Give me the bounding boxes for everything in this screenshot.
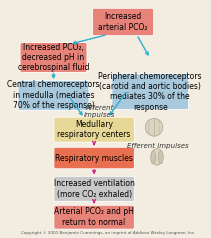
FancyBboxPatch shape bbox=[54, 205, 134, 229]
Ellipse shape bbox=[151, 149, 163, 165]
Text: Peripheral chemoreceptors
(carotid and aortic bodies)
mediates 30% of the
respon: Peripheral chemoreceptors (carotid and a… bbox=[99, 72, 202, 112]
Ellipse shape bbox=[158, 151, 163, 164]
FancyBboxPatch shape bbox=[112, 74, 188, 110]
FancyBboxPatch shape bbox=[93, 8, 154, 36]
FancyBboxPatch shape bbox=[54, 117, 134, 142]
FancyBboxPatch shape bbox=[54, 176, 134, 201]
Text: Increased PCO₂,
decreased pH in
cerebrospinal fluid: Increased PCO₂, decreased pH in cerebros… bbox=[18, 43, 89, 72]
Text: Afferent
impulses: Afferent impulses bbox=[84, 105, 116, 118]
Text: Medullary
respiratory centers: Medullary respiratory centers bbox=[57, 120, 131, 139]
Text: Efferent impulses: Efferent impulses bbox=[127, 143, 189, 149]
Text: Arterial PCO₂ and pH
return to normal: Arterial PCO₂ and pH return to normal bbox=[54, 208, 134, 227]
Text: Increased
arterial PCO₂: Increased arterial PCO₂ bbox=[98, 12, 148, 32]
Text: Copyright © 2001 Benjamin Cummings, an imprint of Addison Wesley Longman, Inc.: Copyright © 2001 Benjamin Cummings, an i… bbox=[20, 231, 195, 235]
FancyBboxPatch shape bbox=[54, 147, 134, 169]
Text: Increased ventilation
(more CO₂ exhaled): Increased ventilation (more CO₂ exhaled) bbox=[54, 179, 135, 198]
Text: Respiratory muscles: Respiratory muscles bbox=[55, 154, 133, 163]
Ellipse shape bbox=[151, 151, 156, 164]
Ellipse shape bbox=[145, 119, 163, 136]
FancyBboxPatch shape bbox=[20, 43, 87, 72]
Text: Central chemoreceptors
in medulla (mediates
70% of the response): Central chemoreceptors in medulla (media… bbox=[7, 80, 100, 110]
FancyBboxPatch shape bbox=[18, 80, 89, 110]
